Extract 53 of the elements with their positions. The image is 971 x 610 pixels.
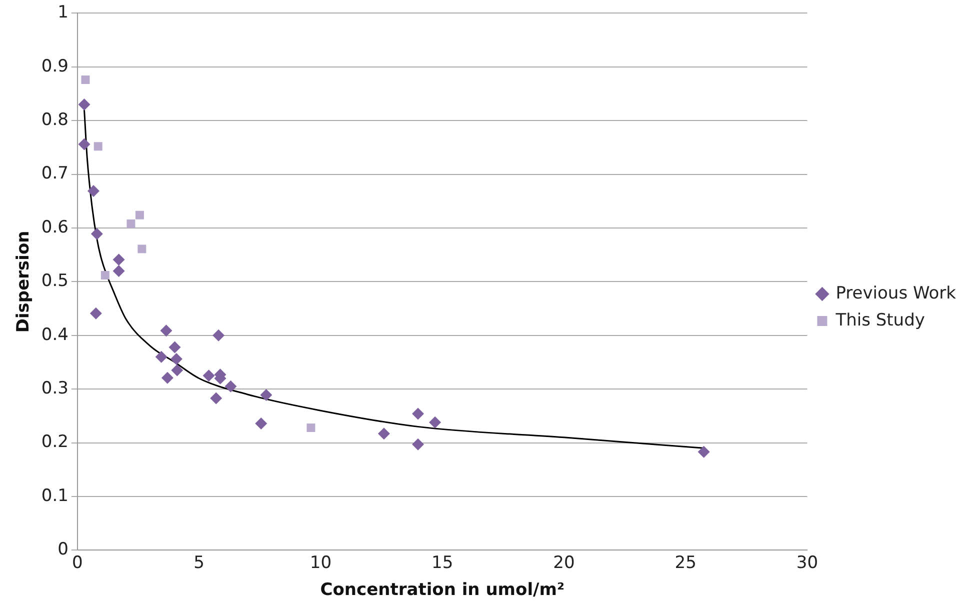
y-tick-label: 0 — [58, 540, 68, 560]
point — [135, 210, 144, 220]
point — [168, 341, 181, 354]
x-tick-label: 10 — [310, 552, 332, 573]
x-tick-label: 0 — [72, 552, 83, 573]
point — [81, 76, 90, 84]
point — [202, 370, 215, 382]
legend-label: Previous Work — [836, 283, 956, 304]
point — [171, 364, 184, 376]
y-axis-title: Dispersion — [14, 230, 34, 333]
point — [429, 416, 442, 428]
point — [260, 389, 272, 402]
point — [94, 142, 102, 151]
point — [100, 271, 110, 280]
point — [210, 392, 222, 404]
point — [87, 184, 100, 197]
point — [161, 372, 174, 384]
y-tick-label: 0.9 — [41, 56, 68, 76]
point — [224, 380, 237, 392]
y-tick-label: 0.8 — [41, 110, 68, 130]
legend-label: This Study — [834, 310, 925, 330]
point — [255, 417, 268, 430]
y-tick-label: 0.2 — [41, 432, 68, 452]
point — [90, 228, 103, 240]
point — [112, 254, 125, 266]
y-tick-label: 1 — [58, 2, 68, 23]
y-tick-label: 0.6 — [41, 217, 68, 238]
x-tick-label: 5 — [194, 552, 204, 573]
point — [138, 244, 146, 254]
y-tick-label: 0.4 — [41, 324, 68, 345]
point — [78, 98, 90, 110]
point — [378, 428, 390, 440]
point — [155, 350, 168, 363]
point — [212, 329, 225, 342]
x-tick-label: 20 — [553, 552, 575, 573]
y-tick-label: 0.1 — [41, 486, 68, 506]
point — [112, 264, 125, 277]
point — [90, 307, 102, 320]
point — [306, 424, 316, 432]
x-axis-title: Concentration in umol/m² — [320, 580, 564, 600]
point — [412, 408, 424, 420]
x-tick-label: 15 — [432, 552, 454, 573]
y-tick-label: 0.7 — [41, 164, 68, 184]
y-tick-label: 0.3 — [41, 378, 68, 399]
point — [160, 324, 172, 337]
point — [126, 219, 136, 228]
point — [78, 138, 90, 150]
point — [698, 446, 710, 458]
x-tick-label: 25 — [674, 552, 696, 573]
x-tick-label: 30 — [796, 552, 818, 573]
point — [412, 438, 424, 450]
point — [170, 353, 182, 366]
y-tick-label: 0.5 — [41, 271, 68, 292]
